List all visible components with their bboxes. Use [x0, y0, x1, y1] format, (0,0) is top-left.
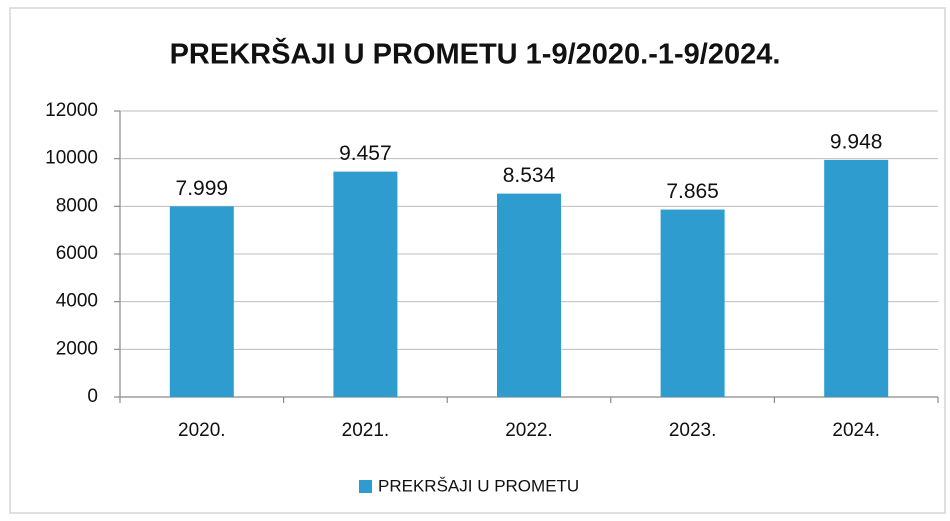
y-tick-label: 0	[87, 386, 98, 407]
x-tick-label: 2024.	[832, 420, 880, 441]
bar	[169, 206, 234, 397]
bar	[497, 193, 561, 397]
data-label: 7.999	[176, 177, 229, 200]
x-tick-label: 2022.	[505, 420, 553, 441]
x-tick-label: 2020.	[178, 420, 226, 441]
chart-title: PREKRŠAJI U PROMETU 1-9/2020.-1-9/2024.	[170, 37, 781, 71]
y-tick-label: 2000	[56, 338, 98, 359]
y-tick-label: 12000	[45, 100, 98, 121]
data-label: 9.457	[339, 142, 392, 165]
y-tick-label: 10000	[45, 148, 98, 169]
y-tick-label: 4000	[56, 291, 98, 312]
bar	[660, 209, 725, 397]
data-label: 8.534	[503, 164, 556, 187]
bar	[333, 171, 398, 397]
data-label: 9.948	[830, 130, 883, 153]
x-tick-label: 2021.	[342, 420, 390, 441]
y-tick-label: 8000	[56, 195, 98, 216]
x-tick-label: 2023.	[669, 420, 717, 441]
legend-swatch	[359, 480, 372, 493]
bar	[824, 159, 889, 397]
y-tick-label: 6000	[56, 243, 98, 264]
legend-label: PREKRŠAJI U PROMETU	[378, 476, 579, 495]
data-label: 7.865	[666, 180, 719, 203]
chart-frame	[9, 7, 946, 514]
